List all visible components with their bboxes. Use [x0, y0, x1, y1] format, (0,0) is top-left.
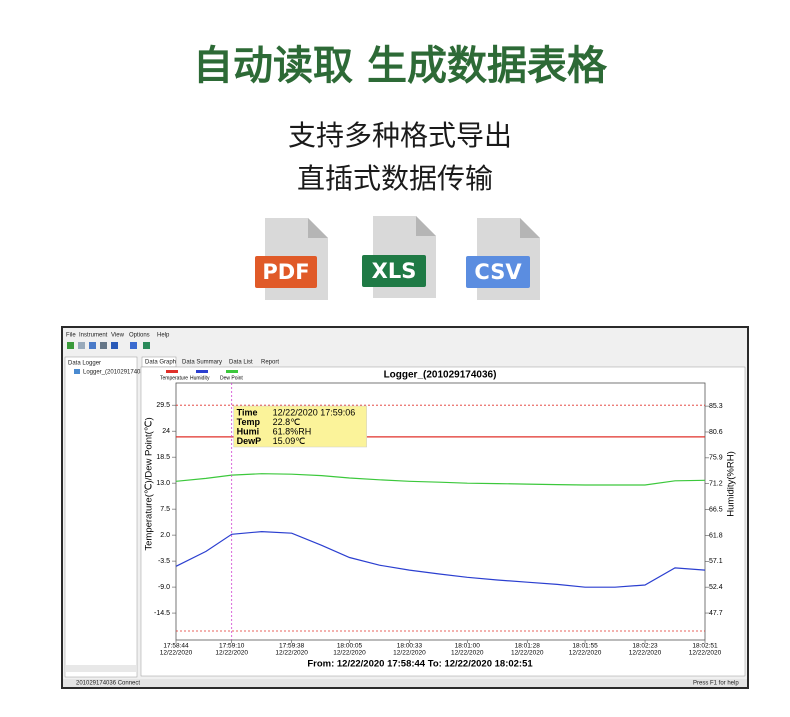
x-tick-label: 18:01:28 [515, 643, 541, 650]
tree-icon [74, 369, 80, 374]
menu-item[interactable]: Options [129, 333, 150, 339]
toolbar-button[interactable] [111, 342, 118, 349]
legend-label: Dew Point [220, 375, 243, 381]
status-bar [63, 679, 747, 687]
y2-axis-title: Humidity(%RH) [726, 451, 737, 516]
x-tick-label: 18:01:00 [455, 643, 481, 650]
y-tick-label: 7.5 [160, 506, 170, 513]
menu-item[interactable]: Help [157, 333, 170, 339]
y2-tick-label: 85.3 [709, 403, 723, 410]
toolbar-button[interactable] [143, 342, 150, 349]
file-icon: PDF [255, 218, 328, 300]
x-tick-label: 17:58:44 [163, 643, 189, 650]
legend-label: Temperature [160, 375, 188, 381]
y2-tick-label: 75.9 [709, 455, 723, 462]
status-text: Press F1 for help [693, 681, 739, 687]
tooltip-value: 15.09℃ [273, 436, 306, 446]
menu-item[interactable]: File [66, 333, 76, 339]
page-title: 自动读取 生成数据表格 [193, 43, 608, 89]
legend-swatch [196, 370, 208, 373]
menu-item[interactable]: Instrument [79, 333, 108, 339]
chart-title: Logger_(201029174036) [384, 370, 497, 381]
range-label: From: 12/22/2020 17:58:44 To: 12/22/2020… [307, 659, 533, 670]
tooltip-box [233, 405, 367, 448]
tooltip-value: 22.8℃ [273, 417, 301, 427]
x-tick-date: 12/22/2020 [569, 650, 602, 657]
y-tick-label: 24 [162, 428, 170, 435]
tooltip-label: Humi [237, 426, 260, 436]
tooltip-value: 12/22/2020 17:59:06 [273, 407, 356, 417]
legend-label: Humidity [190, 375, 210, 381]
icon-label: CSV [474, 260, 522, 284]
status-text: 201029174036 Connect [76, 681, 140, 687]
sidebar [64, 356, 138, 678]
y2-tick-label: 47.7 [709, 610, 723, 617]
tooltip-label: DewP [237, 436, 262, 446]
tree-item[interactable]: Logger_(20102917403 [83, 370, 144, 376]
tooltip-value: 61.8%RH [273, 426, 312, 436]
chart: Logger_(201029174036) Temperature(℃)/Dew… [144, 370, 737, 670]
y2-tick-label: 80.6 [709, 429, 723, 436]
tooltip-label: Temp [237, 417, 261, 427]
x-tick-date: 12/22/2020 [511, 650, 544, 657]
x-tick-date: 12/22/2020 [689, 650, 722, 657]
y-axis-title: Temperature(℃)/Dew Point(℃) [144, 417, 155, 550]
x-tick-label: 18:01:55 [572, 643, 598, 650]
x-tick-date: 12/22/2020 [333, 650, 366, 657]
y-tick-label: 2.0 [160, 532, 170, 539]
x-tick-label: 18:02:51 [692, 643, 718, 650]
series-line [175, 473, 706, 486]
x-tick-label: 18:00:05 [337, 643, 363, 650]
y2-tick-label: 71.2 [709, 481, 723, 488]
toolbar [67, 342, 150, 349]
y-tick-label: 29.5 [156, 402, 170, 409]
y-tick-label: -3.5 [158, 558, 170, 565]
legend-swatch [226, 370, 238, 373]
x-tick-label: 17:59:10 [219, 643, 245, 650]
menu-item[interactable]: View [111, 333, 125, 339]
y-tick-label: -9.0 [158, 584, 170, 591]
x-tick-label: 17:59:38 [279, 643, 305, 650]
toolbar-button[interactable] [89, 342, 96, 349]
legend-swatch [166, 370, 178, 373]
x-tick-date: 12/22/2020 [451, 650, 484, 657]
icon-label: PDF [262, 260, 309, 284]
file-icon: XLS [362, 216, 436, 298]
y-tick-label: 18.5 [156, 454, 170, 461]
series-line [175, 530, 706, 588]
x-tick-date: 12/22/2020 [393, 650, 426, 657]
tab-label[interactable]: Report [261, 360, 279, 366]
y2-tick-label: 52.4 [709, 584, 723, 591]
subtitle: 支持多种格式导出 [288, 119, 512, 152]
icon-label: XLS [372, 259, 417, 283]
sidebar-title: Data Logger [68, 361, 101, 367]
subtitle: 直插式数据传输 [297, 162, 493, 195]
tab-label[interactable]: Data List [229, 360, 253, 366]
toolbar-button[interactable] [78, 342, 85, 349]
x-tick-label: 18:02:23 [632, 643, 658, 650]
x-tick-date: 12/22/2020 [215, 650, 248, 657]
tab-label[interactable]: Data Summary [182, 360, 222, 366]
toolbar-button[interactable] [67, 342, 74, 349]
plot-area [175, 382, 706, 641]
tooltip-label: Time [237, 407, 258, 417]
y-tick-label: 13.0 [156, 480, 170, 487]
y-tick-label: -14.5 [154, 610, 170, 617]
y2-tick-label: 61.8 [709, 532, 723, 539]
scrollbar[interactable] [66, 665, 136, 672]
file-icon: CSV [466, 218, 540, 300]
y2-tick-label: 57.1 [709, 558, 723, 565]
toolbar-button[interactable] [100, 342, 107, 349]
y2-tick-label: 66.5 [709, 506, 723, 513]
x-tick-date: 12/22/2020 [275, 650, 308, 657]
tab-label[interactable]: Data Graph [145, 360, 176, 366]
x-tick-label: 18:00:33 [397, 643, 423, 650]
toolbar-button[interactable] [130, 342, 137, 349]
chart-panel [140, 366, 746, 677]
x-tick-date: 12/22/2020 [160, 650, 193, 657]
x-tick-date: 12/22/2020 [629, 650, 662, 657]
